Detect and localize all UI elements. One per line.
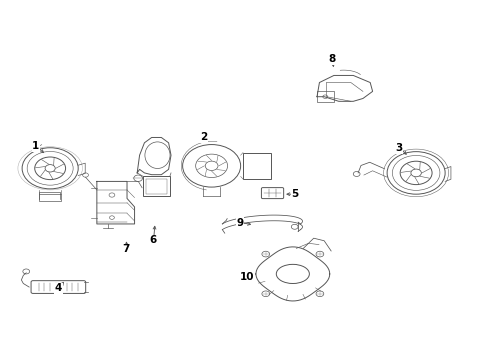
- Text: 9: 9: [236, 217, 243, 228]
- Text: 7: 7: [122, 244, 129, 254]
- Text: 4: 4: [55, 283, 62, 293]
- Text: 5: 5: [291, 189, 298, 199]
- Text: 8: 8: [327, 54, 334, 64]
- Text: 6: 6: [149, 235, 156, 245]
- Text: 10: 10: [239, 273, 254, 283]
- Text: 1: 1: [32, 141, 39, 151]
- Text: 2: 2: [200, 132, 206, 143]
- Text: 3: 3: [395, 143, 402, 153]
